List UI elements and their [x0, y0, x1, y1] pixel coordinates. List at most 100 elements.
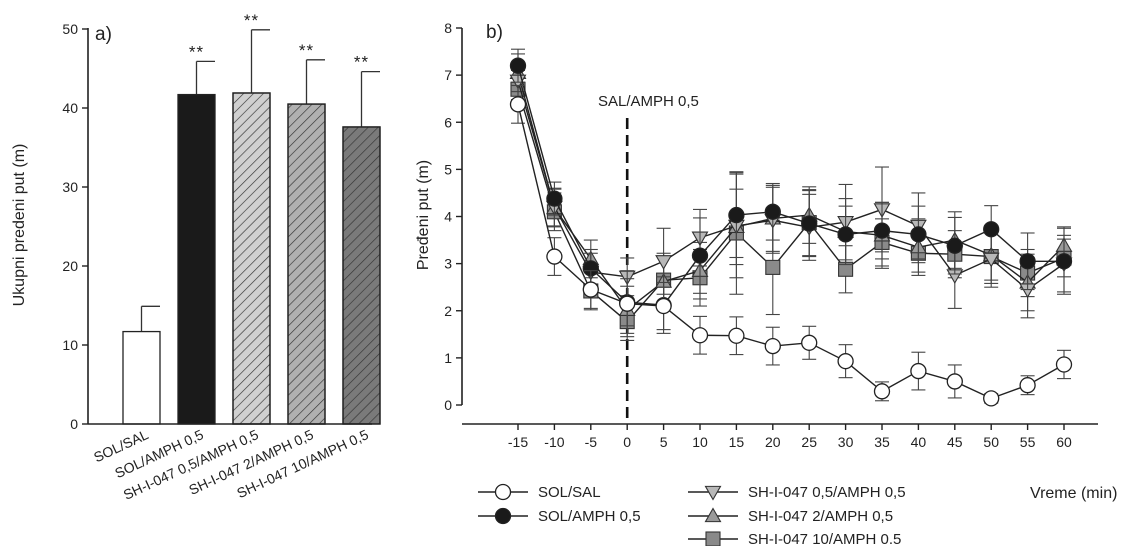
- data-point: [509, 57, 527, 74]
- data-point: [655, 297, 672, 315]
- data-point: [546, 190, 563, 207]
- series: [509, 84, 1073, 407]
- data-point: [1055, 253, 1073, 270]
- data-point: [801, 215, 818, 232]
- y-tick-label: 7: [444, 67, 452, 83]
- y-tick-label: 6: [444, 114, 452, 130]
- y-tick-label: 1: [444, 350, 452, 366]
- y-tick-label: 4: [444, 209, 452, 225]
- data-point: [764, 337, 781, 355]
- bar: [122, 330, 161, 425]
- line-chart-panel-label: b): [486, 22, 503, 43]
- legend: SOL/SAL SOL/AMPH 0,5 SH-I-047 0,5/AMPH 0,5…: [478, 483, 906, 546]
- legend-label: SH-I-047 0,5/AMPH 0,5: [748, 484, 906, 501]
- x-tick-label: 5: [660, 434, 668, 450]
- bar-hatch: [232, 92, 271, 425]
- bar-chart-bars: ** ** ** **: [122, 11, 381, 425]
- bar-chart-y-axis-label: Ukupni predeni put (m): [11, 144, 28, 307]
- line-chart-y-axis-label: Pređeni put (m): [415, 160, 432, 270]
- legend-marker: [705, 531, 721, 546]
- x-tick-label: 20: [765, 434, 781, 450]
- x-tick-label: 45: [947, 434, 963, 450]
- legend-label: SOL/SAL: [538, 484, 601, 501]
- data-point: [983, 390, 1000, 407]
- data-point: [837, 226, 854, 243]
- x-tick-label: -10: [544, 434, 564, 450]
- series: [509, 48, 1073, 334]
- data-point: [765, 259, 781, 275]
- y-tick-label: 8: [444, 20, 452, 36]
- data-point: [764, 203, 781, 220]
- x-tick-label: 60: [1056, 434, 1072, 450]
- data-point: [509, 96, 527, 113]
- legend-label: SH-I-047 2/AMPH 0,5: [748, 508, 893, 525]
- legend-marker: [494, 483, 512, 501]
- bar-chart-panel-label: a): [95, 24, 112, 45]
- x-tick-label: 50: [983, 434, 999, 450]
- significance-label: **: [189, 42, 204, 61]
- bar-hatch: [287, 103, 326, 425]
- legend-marker: [704, 507, 722, 523]
- series-line: [517, 104, 1065, 400]
- data-point: [910, 226, 927, 243]
- data-point: [873, 222, 891, 239]
- data-point: [655, 255, 673, 270]
- data-point: [1019, 377, 1036, 394]
- x-tick-label: 30: [838, 434, 854, 450]
- x-tick-label: 25: [801, 434, 817, 450]
- data-point: [619, 295, 636, 312]
- data-point: [728, 327, 745, 344]
- series-line: [517, 89, 1065, 323]
- x-tick-label: 40: [911, 434, 927, 450]
- data-point: [837, 353, 854, 370]
- y-tick-label: 40: [62, 100, 78, 116]
- x-tick-label: 15: [729, 434, 745, 450]
- vline-label: SAL/AMPH 0,5: [598, 93, 699, 110]
- x-tick-label: 55: [1020, 434, 1036, 450]
- legend-marker: [494, 507, 512, 525]
- x-tick-label: -15: [508, 434, 528, 450]
- x-tick-label: 10: [692, 434, 708, 450]
- data-point: [691, 247, 709, 264]
- x-tick-label: 0: [623, 434, 631, 450]
- y-tick-label: 3: [444, 256, 452, 272]
- y-tick-label: 5: [444, 161, 452, 177]
- significance-label: **: [244, 11, 259, 30]
- bar-hatch: [342, 126, 381, 425]
- bar: [177, 93, 216, 425]
- series-line: [517, 80, 1065, 291]
- data-point: [946, 237, 963, 254]
- data-point: [910, 362, 927, 380]
- legend-marker: [704, 485, 722, 501]
- data-point: [1019, 253, 1036, 270]
- legend-label: SOL/AMPH 0,5: [538, 508, 641, 525]
- data-point: [801, 334, 818, 351]
- legend-label: SH-I-047 10/AMPH 0.5: [748, 531, 901, 546]
- data-point: [873, 383, 891, 400]
- data-point: [1055, 356, 1073, 373]
- significance-label: **: [299, 41, 314, 60]
- series: [509, 61, 1073, 319]
- line-chart-series: [509, 48, 1073, 407]
- series-line: [517, 65, 1064, 306]
- x-tick-label: -5: [585, 434, 598, 450]
- data-point: [546, 248, 563, 265]
- y-tick-label: 10: [62, 337, 78, 353]
- significance-label: **: [354, 53, 369, 72]
- y-tick-label: 0: [444, 397, 452, 413]
- data-point: [691, 327, 709, 344]
- data-point: [728, 206, 745, 224]
- y-tick-label: 50: [62, 21, 78, 37]
- data-point: [946, 373, 963, 390]
- data-point: [582, 281, 599, 298]
- y-tick-label: 0: [70, 416, 78, 432]
- y-tick-label: 2: [444, 303, 452, 319]
- y-tick-label: 20: [62, 258, 78, 274]
- data-point: [983, 221, 1000, 238]
- line-chart-x-axis-label: Vreme (min): [1030, 485, 1117, 502]
- y-tick-label: 30: [62, 179, 78, 195]
